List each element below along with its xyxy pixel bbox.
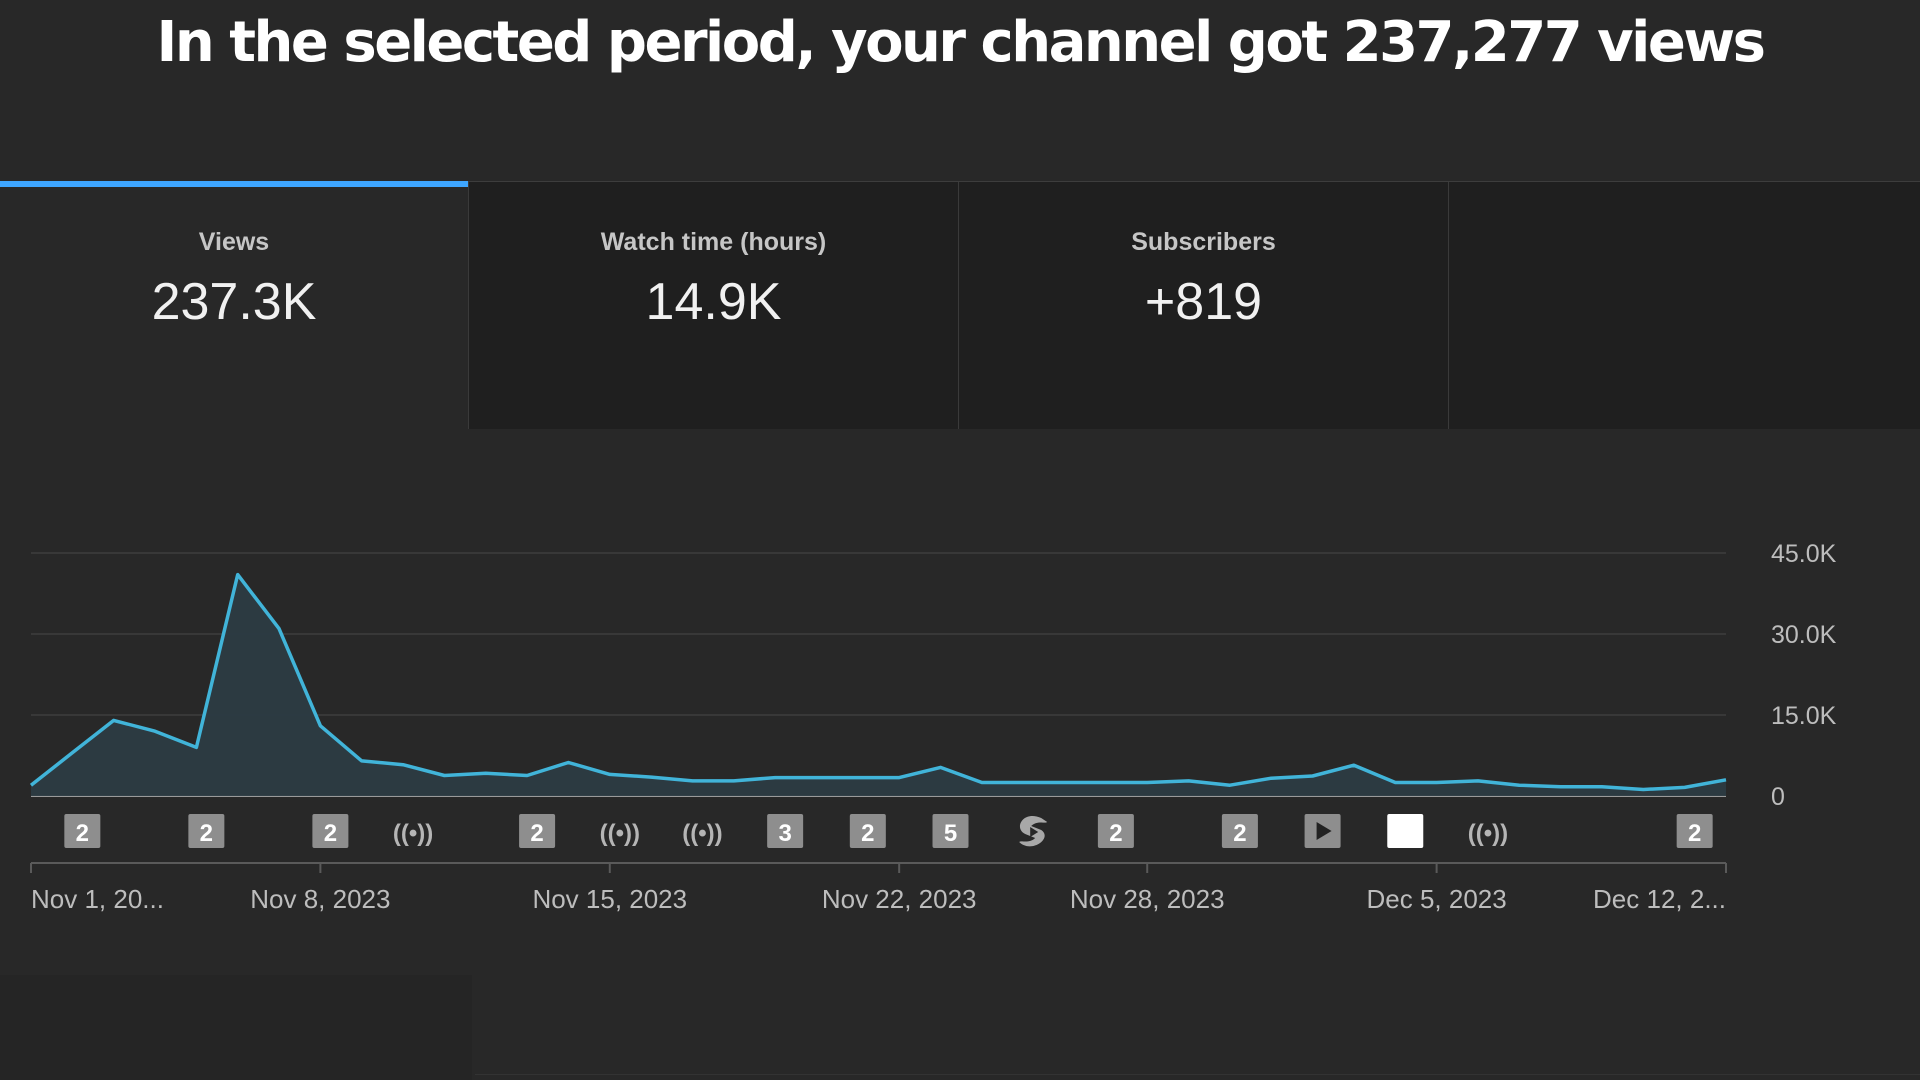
badge-count: 2 (324, 820, 337, 847)
tabs-divider (0, 181, 1920, 182)
live-stream-icon[interactable]: ((•)) (1468, 820, 1508, 847)
video-count-badge[interactable]: 2 (188, 814, 225, 848)
y-tick-label: 0 (1771, 783, 1785, 811)
y-tick-label: 45.0K (1771, 540, 1837, 568)
video-count-badge[interactable]: 2 (64, 814, 101, 848)
y-axis-ticks: 0 15.0K 30.0K 45.0K (1771, 540, 1837, 811)
video-count-badge[interactable]: 5 (932, 814, 969, 848)
tab-subscribers[interactable]: Subscribers +819 (959, 182, 1449, 429)
tab-watch-time-value: 14.9K (645, 273, 782, 331)
views-area (31, 574, 1726, 796)
video-thumbnail-icon[interactable] (1387, 814, 1424, 848)
video-count-badge[interactable]: 2 (849, 814, 886, 848)
badge-count: 3 (778, 820, 791, 847)
video-count-badge[interactable]: 2 (312, 814, 349, 848)
badge-count: 2 (530, 820, 543, 847)
y-tick-label: 15.0K (1771, 702, 1837, 730)
badge-count: 5 (944, 820, 957, 847)
video-count-badge[interactable]: 2 (1097, 814, 1134, 848)
tab-subscribers-label: Subscribers (1131, 228, 1276, 256)
x-tick-label: Nov 15, 2023 (532, 884, 687, 914)
badge-count: 2 (1688, 820, 1701, 847)
page-headline: In the selected period, your channel got… (156, 10, 1766, 75)
tab-empty-slot (1449, 182, 1920, 429)
badge-count: 2 (76, 820, 89, 847)
views-line (29, 572, 1727, 792)
chart-bottom-divider (475, 1074, 1920, 1075)
y-tick-label: 30.0K (1771, 621, 1837, 649)
live-stream-icon[interactable]: ((•)) (682, 820, 722, 847)
x-tick-label: Dec 5, 2023 (1367, 884, 1507, 914)
shorts-icon[interactable] (1019, 815, 1048, 847)
badge-count: 2 (1109, 820, 1122, 847)
chart-series-line (29, 572, 1727, 792)
badge-count: 2 (861, 820, 874, 847)
badge-count: 2 (1233, 820, 1246, 847)
x-axis: Nov 1, 20... Nov 8, 2023 Nov 15, 2023 Nov 2… (30, 862, 1727, 914)
x-tick-label: Nov 22, 2023 (822, 884, 977, 914)
video-count-badge[interactable]: 2 (519, 814, 556, 848)
tab-views[interactable]: Views 237.3K (0, 181, 469, 429)
tab-views-value: 237.3K (151, 273, 317, 331)
video-count-badge[interactable]: 2 (1676, 814, 1713, 848)
x-tick-label: Nov 8, 2023 (250, 884, 390, 914)
x-tick-label: Nov 1, 20... (31, 884, 164, 914)
chart-area-fill (31, 574, 1726, 796)
tab-subscribers-value: +819 (1144, 273, 1263, 331)
x-tick-label: Dec 12, 2... (1593, 884, 1726, 914)
badge-count: 2 (200, 820, 213, 847)
x-tick-label: Nov 28, 2023 (1070, 884, 1225, 914)
live-stream-icon[interactable]: ((•)) (600, 820, 640, 847)
live-stream-icon[interactable]: ((•)) (393, 820, 433, 847)
publish-markers: 2 2 2 ((•)) 2 ((•)) ((•)) 3 2 5 2 2 ((•)) 2 (64, 814, 1713, 848)
video-count-badge[interactable]: 3 (767, 814, 804, 848)
tab-views-label: Views (198, 228, 270, 256)
lower-panel (0, 975, 472, 1080)
metric-tabs: Views 237.3K Watch time (hours) 14.9K Su… (0, 181, 1920, 429)
tab-watch-time-label: Watch time (hours) (600, 228, 827, 256)
tab-watch-time[interactable]: Watch time (hours) 14.9K (469, 182, 959, 429)
video-count-badge[interactable]: 2 (1221, 814, 1258, 848)
video-play-icon[interactable] (1304, 814, 1341, 848)
